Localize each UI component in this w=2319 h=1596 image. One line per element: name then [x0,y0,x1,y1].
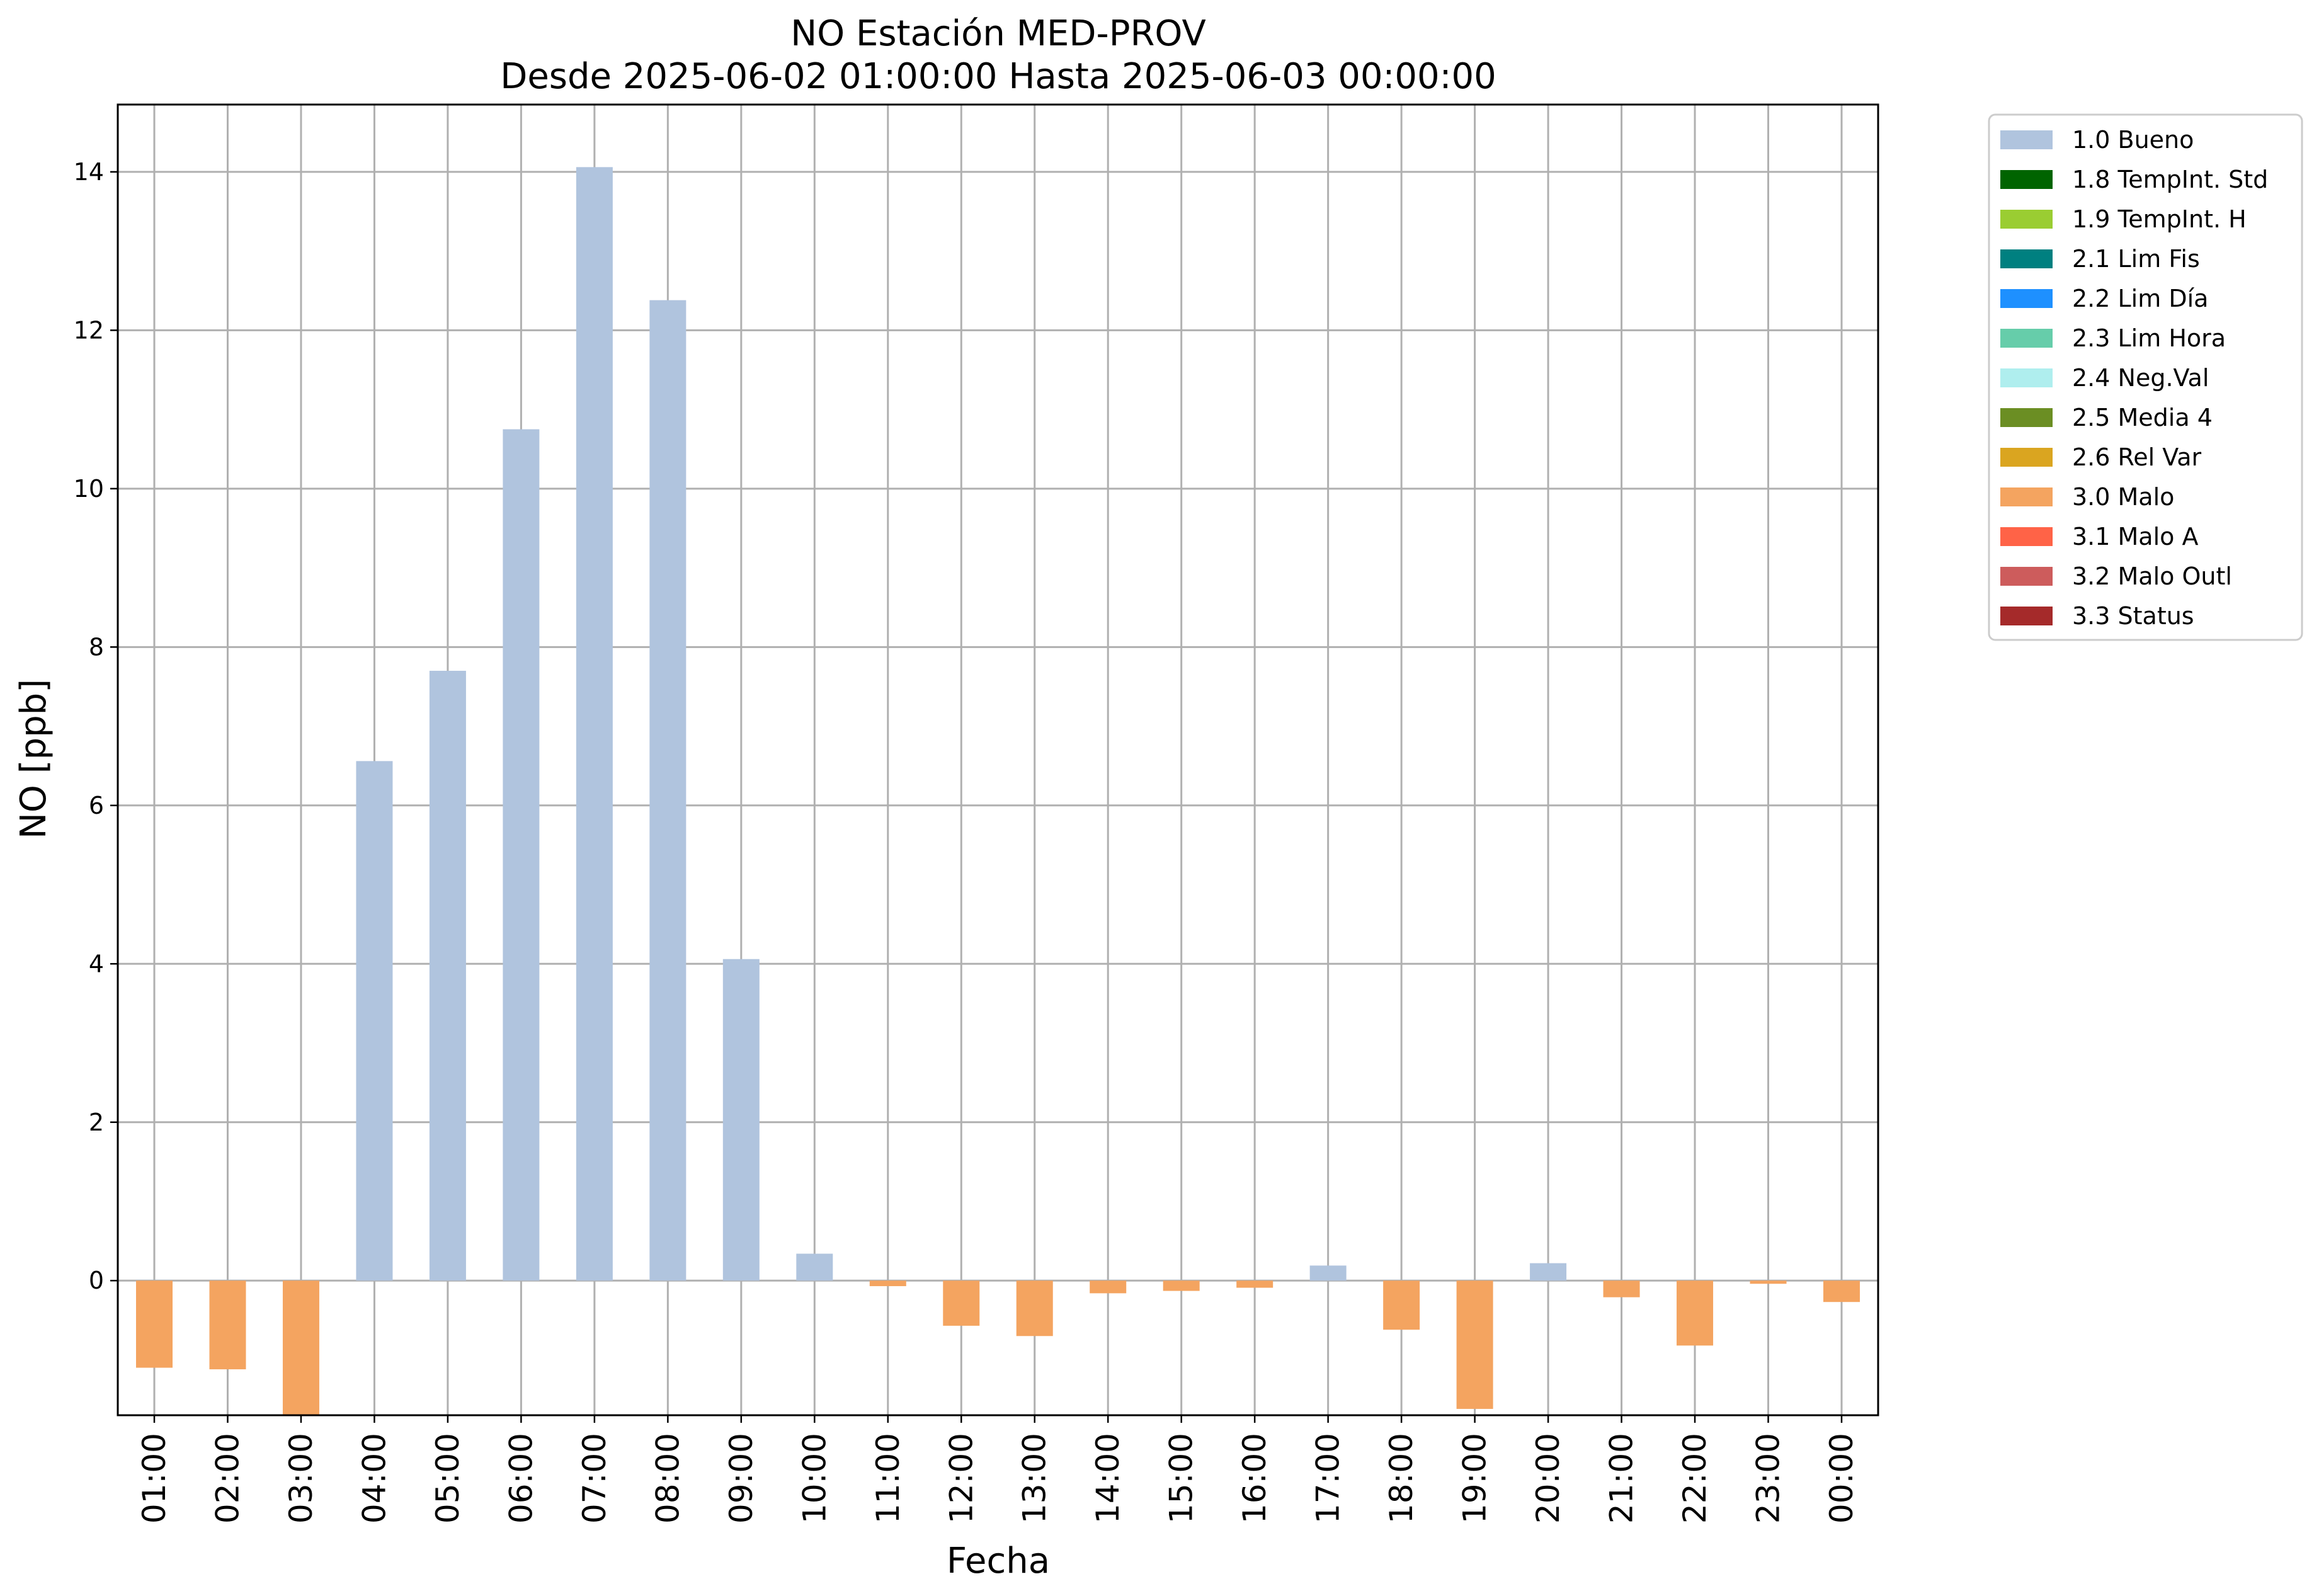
legend-frame [1988,113,2303,641]
bar [1530,1263,1567,1281]
bar [1309,1265,1347,1281]
legend-swatch [2000,210,2053,229]
x-tick-label: 09:00 [723,1433,760,1524]
x-tick-label: 22:00 [1677,1433,1713,1524]
legend-swatch [2000,289,2053,308]
bar [649,300,687,1281]
x-tick-label: 04:00 [356,1433,392,1524]
legend-label: 2.1 Lim Fis [2072,245,2200,273]
y-tick-label: 12 [74,316,104,344]
x-tick-label: 13:00 [1017,1433,1053,1524]
y-tick-label: 4 [89,950,104,978]
legend-swatch [2000,567,2053,586]
plot-area [110,103,1879,1423]
x-tick-label: 19:00 [1457,1433,1493,1524]
chart-title: NO Estación MED-PROV [790,13,1206,54]
y-axis-label: NO [ppb] [13,679,54,839]
legend-label: 2.6 Rel Var [2072,443,2202,471]
bar [209,1280,246,1370]
bar [722,959,760,1281]
bar [576,167,613,1281]
legend-swatch [2000,170,2053,189]
legend: 1.0 Bueno 1.8 TempInt. Std 1.9 TempInt. H 2… [1988,113,2303,641]
x-tick-label: 07:00 [576,1433,613,1524]
bar [796,1253,833,1281]
x-tick-label: 21:00 [1604,1433,1640,1524]
x-tick-label: 01:00 [136,1433,173,1524]
bar [136,1280,173,1368]
legend-swatch [2000,487,2053,506]
bar [503,429,540,1281]
legend-swatch [2000,448,2053,467]
ticks-layer [110,171,1843,1423]
x-tick-label: 03:00 [283,1433,319,1524]
legend-label: 2.2 Lim Día [2072,285,2208,312]
bar [1016,1280,1053,1337]
legend-label: 3.2 Malo Outl [2072,562,2232,590]
bar [429,671,466,1281]
bars-layer [136,167,1860,1415]
legend-label: 3.3 Status [2072,602,2194,630]
bar [869,1280,906,1287]
bar [1383,1280,1420,1330]
x-tick-label: 16:00 [1236,1433,1273,1524]
legend-label: 2.3 Lim Hora [2072,324,2226,352]
legend-items: 1.0 Bueno 1.8 TempInt. Std 1.9 TempInt. H 2… [2000,126,2268,630]
legend-swatch [2000,408,2053,427]
legend-swatch [2000,130,2053,149]
bar [282,1280,319,1415]
x-tick-label: 06:00 [503,1433,539,1524]
bar [1236,1280,1273,1288]
bar [1603,1280,1640,1297]
legend-label: 1.9 TempInt. H [2072,205,2247,233]
legend-label: 3.1 Malo A [2072,523,2198,550]
x-tick-label: 00:00 [1823,1433,1860,1524]
x-tick-label: 05:00 [430,1433,466,1524]
y-tick-label: 10 [74,475,104,503]
x-tick-label: 18:00 [1383,1433,1420,1524]
bar [1456,1280,1493,1409]
x-tick-label: 17:00 [1310,1433,1347,1524]
chart-subtitle: Desde 2025-06-02 01:00:00 Hasta 2025-06-… [500,56,1496,97]
bar [943,1280,980,1326]
bar [356,761,393,1281]
legend-label: 3.0 Malo [2072,483,2174,511]
plot-frame [117,103,1879,1416]
legend-swatch [2000,329,2053,348]
bar [1823,1280,1860,1302]
x-tick-label: 14:00 [1090,1433,1126,1524]
x-tick-label: 23:00 [1750,1433,1787,1524]
x-tick-label: 02:00 [209,1433,246,1524]
x-tick-label: 12:00 [943,1433,979,1524]
y-tick-label: 0 [89,1267,104,1294]
x-tick-label: 08:00 [649,1433,686,1524]
legend-swatch [2000,368,2053,387]
y-tick-label: 8 [89,633,104,661]
legend-label: 2.5 Media 4 [2072,404,2213,431]
y-tick-label: 14 [74,158,104,186]
legend-label: 1.8 TempInt. Std [2072,166,2268,193]
bar [1090,1280,1127,1294]
bar [1677,1280,1714,1346]
y-tick-label: 2 [89,1109,104,1136]
legend-swatch [2000,607,2053,625]
bar [1163,1280,1200,1291]
bar [1750,1280,1787,1284]
legend-label: 1.0 Bueno [2072,126,2194,154]
x-tick-label: 11:00 [870,1433,906,1524]
legend-label: 2.4 Neg.Val [2072,364,2209,392]
legend-swatch [2000,249,2053,268]
x-axis-label: Fecha [947,1541,1050,1582]
x-tick-label: 10:00 [796,1433,833,1524]
y-tick-label: 6 [89,792,104,819]
legend-swatch [2000,527,2053,546]
x-tick-label: 15:00 [1163,1433,1200,1524]
x-tick-label: 20:00 [1530,1433,1566,1524]
